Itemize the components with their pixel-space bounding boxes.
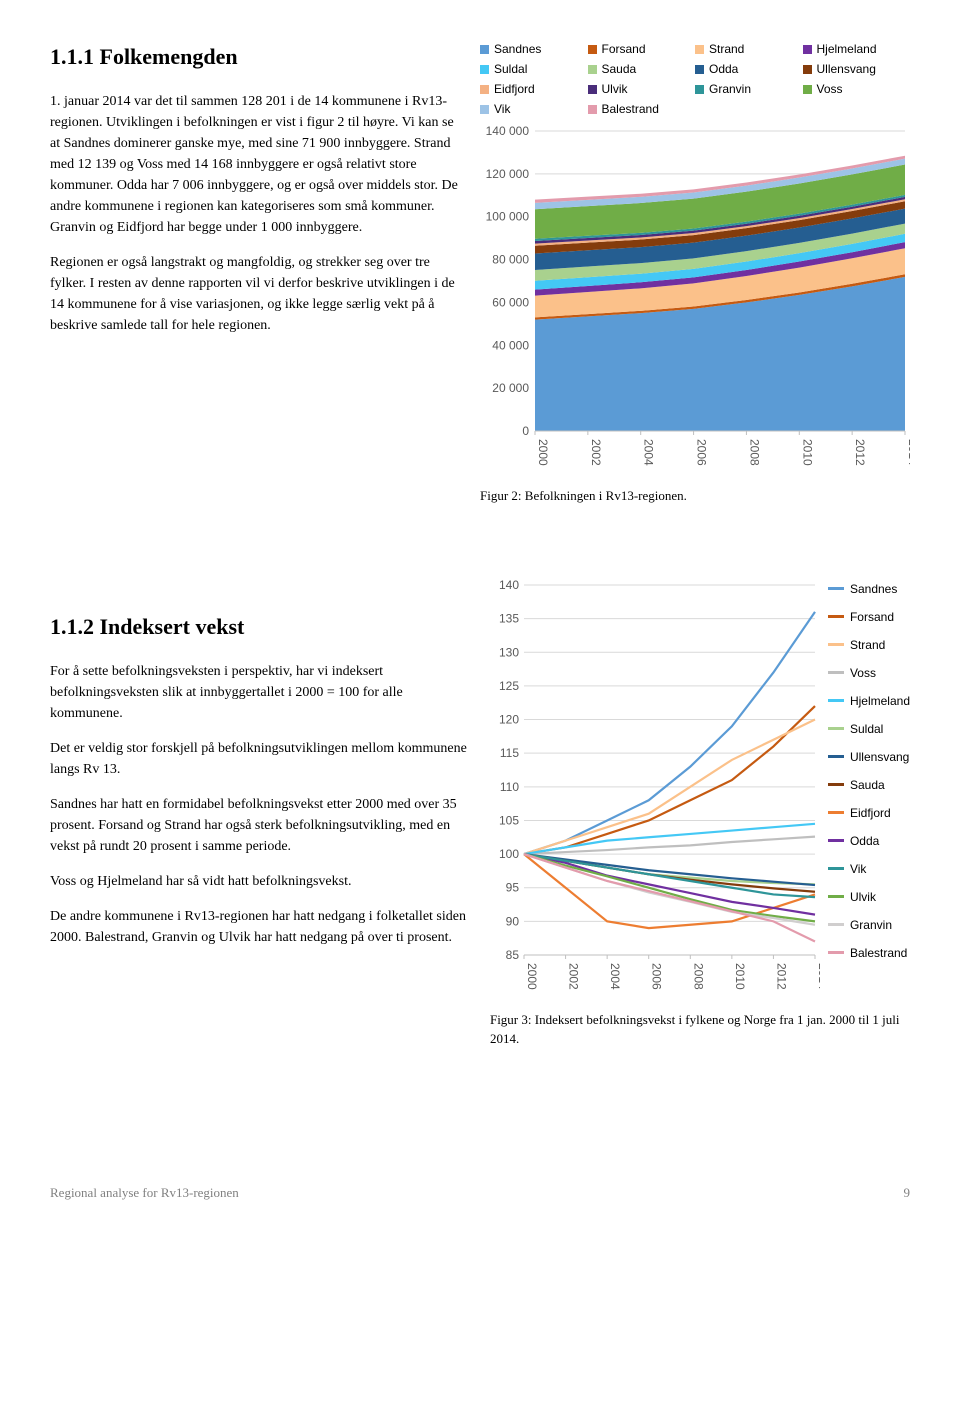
stacked-legend: SandnesForsandStrandHjelmeland SuldalSaud… — [480, 40, 910, 120]
svg-text:115: 115 — [500, 746, 519, 760]
legend-item: Ulvik — [828, 888, 910, 906]
svg-text:140: 140 — [499, 580, 519, 592]
page-footer: Regional analyse for Rv13-regionen 9 — [50, 1183, 910, 1203]
legend-item: Eidfjord — [828, 804, 910, 822]
svg-text:100: 100 — [499, 847, 519, 861]
legend-item: Granvin — [695, 80, 803, 98]
legend-item: Vik — [828, 860, 910, 878]
section2-p4: Voss og Hjelmeland har så vidt hatt befo… — [50, 871, 470, 892]
section2-p5: De andre kommunene i Rv13-regionen har h… — [50, 906, 470, 948]
svg-text:2008: 2008 — [691, 963, 705, 990]
svg-text:2002: 2002 — [589, 439, 603, 466]
svg-text:135: 135 — [499, 611, 519, 625]
legend-item: Strand — [695, 40, 803, 58]
section2-p1: For å sette befolkningsveksten i perspek… — [50, 661, 470, 724]
svg-text:120: 120 — [499, 712, 519, 726]
legend-item: Forsand — [828, 608, 910, 626]
section2-p2: Det er veldig stor forskjell på befolkni… — [50, 738, 470, 780]
svg-text:2008: 2008 — [747, 439, 761, 466]
legend-item: Sandnes — [480, 40, 588, 58]
stacked-chart-wrap: SandnesForsandStrandHjelmeland SuldalSaud… — [480, 40, 910, 520]
svg-text:85: 85 — [506, 948, 520, 962]
svg-text:2006: 2006 — [695, 439, 709, 466]
svg-text:2012: 2012 — [853, 439, 867, 466]
legend-item: Balestrand — [828, 944, 910, 962]
legend-item: Sandnes — [828, 580, 910, 598]
section1-text: 1.1.1 Folkemengden 1. januar 2014 var de… — [50, 40, 460, 520]
legend-item: Hjelmeland — [828, 692, 910, 710]
legend-item: Granvin — [828, 916, 910, 934]
legend-item: Odda — [828, 832, 910, 850]
svg-text:95: 95 — [506, 880, 520, 894]
footer-right: 9 — [904, 1183, 911, 1203]
line-chart-wrap: 85 90 95 100 105 110 115 120 125 130 135 140 2000 200… — [490, 580, 910, 1063]
svg-text:60 000: 60 000 — [492, 295, 529, 309]
svg-text:2014: 2014 — [816, 963, 820, 990]
svg-text:2014: 2014 — [906, 439, 910, 466]
legend-item: Ullensvang — [828, 748, 910, 766]
svg-text:20 000: 20 000 — [492, 381, 529, 395]
section2-text: 1.1.2 Indeksert vekst For å sette befolk… — [50, 580, 470, 1063]
legend-item: Hjelmeland — [803, 40, 911, 58]
legend-item: Vik — [480, 100, 588, 118]
fig2-caption: Figur 2: Befolkningen i Rv13-regionen. — [480, 486, 910, 506]
section1-heading: 1.1.1 Folkemengden — [50, 40, 460, 73]
svg-text:125: 125 — [499, 678, 519, 692]
svg-text:2000: 2000 — [525, 963, 539, 990]
svg-text:2006: 2006 — [650, 963, 664, 990]
legend-item: Voss — [803, 80, 911, 98]
svg-text:80 000: 80 000 — [492, 253, 529, 267]
section1-p1: 1. januar 2014 var det til sammen 128 20… — [50, 91, 460, 238]
legend-item: Suldal — [828, 720, 910, 738]
svg-text:110: 110 — [500, 779, 519, 793]
svg-text:130: 130 — [499, 645, 519, 659]
svg-text:2010: 2010 — [800, 439, 814, 466]
svg-text:0: 0 — [522, 424, 529, 438]
line-chart: 85 90 95 100 105 110 115 120 125 130 135 140 2000 200… — [490, 580, 820, 1000]
svg-text:90: 90 — [506, 914, 520, 928]
section2-heading: 1.1.2 Indeksert vekst — [50, 610, 470, 643]
svg-text:140 000: 140 000 — [486, 126, 530, 138]
svg-text:2010: 2010 — [733, 963, 747, 990]
legend-item: Voss — [828, 664, 910, 682]
legend-item: Balestrand — [588, 100, 696, 118]
svg-text:2004: 2004 — [608, 963, 622, 990]
legend-item: Suldal — [480, 60, 588, 78]
section1-p2: Regionen er også langstrakt og mangfoldi… — [50, 252, 460, 336]
section2-p3: Sandnes har hatt en formidabel befolknin… — [50, 794, 470, 857]
legend-item: Eidfjord — [480, 80, 588, 98]
stacked-chart: 0 20 000 40 000 60 000 80 000 100 000 120 000 1… — [480, 126, 910, 476]
legend-item: Sauda — [828, 776, 910, 794]
legend-item: Forsand — [588, 40, 696, 58]
legend-item: Ulvik — [588, 80, 696, 98]
fig3-caption: Figur 3: Indeksert befolkningsvekst i fy… — [490, 1010, 910, 1049]
svg-text:2002: 2002 — [567, 963, 581, 990]
svg-text:40 000: 40 000 — [492, 338, 529, 352]
svg-text:2004: 2004 — [642, 439, 656, 466]
line-legend: Sandnes Forsand Strand Voss Hjelmeland Suldal… — [828, 580, 910, 994]
legend-item: Strand — [828, 636, 910, 654]
svg-text:100 000: 100 000 — [486, 210, 530, 224]
svg-text:105: 105 — [499, 813, 519, 827]
svg-text:120 000: 120 000 — [486, 167, 530, 181]
svg-text:2000: 2000 — [536, 439, 550, 466]
svg-text:2012: 2012 — [774, 963, 788, 990]
legend-item: Odda — [695, 60, 803, 78]
legend-item: Ullensvang — [803, 60, 911, 78]
footer-left: Regional analyse for Rv13-regionen — [50, 1183, 239, 1203]
legend-item: Sauda — [588, 60, 696, 78]
